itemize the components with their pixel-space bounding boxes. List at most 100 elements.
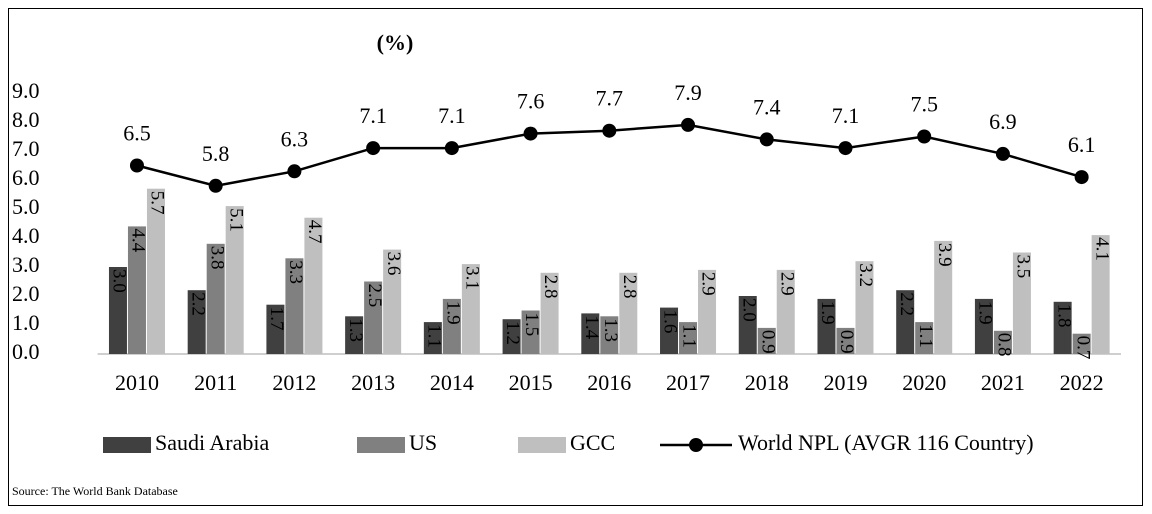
data-label: 6.1 [1068, 132, 1096, 157]
bar [304, 217, 323, 354]
bar [817, 298, 836, 354]
data-label: 0.8 [994, 333, 1015, 357]
data-label: 3.2 [855, 263, 876, 287]
data-label: 6.9 [989, 109, 1017, 134]
data-label: 1.5 [521, 313, 542, 337]
x-tick-label: 2018 [745, 370, 789, 395]
bar [974, 298, 993, 354]
bar [915, 322, 934, 354]
bar [540, 272, 559, 354]
y-tick-label: 7.0 [12, 136, 40, 161]
bar [993, 330, 1012, 354]
x-tick-label: 2020 [902, 370, 946, 395]
data-label: 1.9 [975, 301, 996, 325]
data-label: 1.2 [502, 321, 523, 345]
marker [681, 117, 696, 132]
legend-swatch [357, 437, 405, 453]
bar [461, 264, 480, 354]
legend-label: Saudi Arabia [155, 430, 269, 455]
data-label: 6.3 [281, 126, 309, 151]
data-label: 1.3 [600, 318, 621, 342]
bar [1091, 235, 1110, 354]
data-label: 5.7 [147, 191, 168, 215]
x-tick-label: 2014 [430, 370, 474, 395]
data-label: 0.7 [1072, 336, 1093, 360]
data-label: 4.7 [304, 220, 325, 244]
data-label: 3.3 [285, 260, 306, 284]
legend-label: US [409, 430, 437, 455]
bar [1012, 252, 1031, 354]
bar [581, 313, 600, 354]
bar [383, 249, 402, 354]
x-tick-label: 2015 [509, 370, 553, 395]
x-tick-label: 2011 [194, 370, 237, 395]
bar [698, 269, 717, 354]
x-tick-label: 2010 [115, 370, 159, 395]
bar [521, 310, 540, 354]
data-label: 2.9 [698, 272, 719, 296]
x-tick-label: 2021 [981, 370, 1025, 395]
marker [759, 132, 774, 147]
marker [287, 164, 302, 179]
x-tick-label: 2017 [666, 370, 710, 395]
data-label: 1.7 [266, 307, 287, 331]
x-tick-label: 2013 [351, 370, 395, 395]
y-tick-label: 2.0 [12, 281, 40, 306]
data-label: 4.1 [1091, 237, 1112, 261]
data-label: 3.9 [934, 243, 955, 267]
data-label: 1.9 [442, 301, 463, 325]
bar [345, 316, 364, 354]
data-label: 2.9 [776, 272, 797, 296]
bar [836, 327, 855, 354]
bar [619, 272, 638, 354]
data-label: 2.8 [619, 275, 640, 299]
marker [444, 141, 459, 156]
data-label: 1.1 [915, 324, 936, 348]
data-label: 1.4 [581, 315, 602, 339]
bar [934, 240, 953, 354]
marker [523, 126, 538, 141]
bar [108, 267, 127, 354]
y-tick-label: 5.0 [12, 194, 40, 219]
bar [146, 188, 165, 354]
data-label: 7.4 [753, 94, 781, 119]
legend-marker [689, 438, 703, 452]
data-label: 2.0 [738, 298, 759, 322]
y-tick-label: 1.0 [12, 310, 40, 335]
marker [838, 141, 853, 156]
marker [366, 141, 381, 156]
marker [995, 146, 1010, 161]
data-label: 5.1 [225, 208, 246, 232]
marker [208, 178, 223, 193]
bar [896, 290, 915, 354]
data-label: 3.5 [1013, 255, 1034, 279]
bar [502, 319, 521, 354]
bar [1053, 301, 1072, 354]
data-label: 7.6 [517, 89, 545, 114]
y-tick-label: 3.0 [12, 252, 40, 277]
x-tick-label: 2016 [587, 370, 631, 395]
data-label: 3.1 [461, 266, 482, 290]
data-label: 2.2 [896, 292, 917, 316]
data-label: 3.8 [206, 246, 227, 270]
bar [757, 327, 776, 354]
marker [917, 129, 932, 144]
marker [1074, 170, 1089, 185]
y-tick-label: 8.0 [12, 107, 40, 132]
data-label: 1.1 [423, 324, 444, 348]
bar [776, 269, 795, 354]
legend-label: GCC [570, 430, 615, 455]
data-label: 0.9 [757, 330, 778, 354]
bar [442, 298, 461, 354]
data-label: 7.5 [910, 92, 938, 117]
y-tick-label: 9.0 [12, 78, 40, 103]
bar [679, 322, 698, 354]
data-label: 7.1 [438, 103, 466, 128]
data-label: 5.8 [202, 141, 230, 166]
y-tick-label: 6.0 [12, 165, 40, 190]
bar [855, 261, 874, 354]
data-label: 7.7 [596, 86, 624, 111]
bar [600, 316, 619, 354]
data-label: 3.6 [383, 252, 404, 276]
data-label: 1.3 [345, 318, 366, 342]
